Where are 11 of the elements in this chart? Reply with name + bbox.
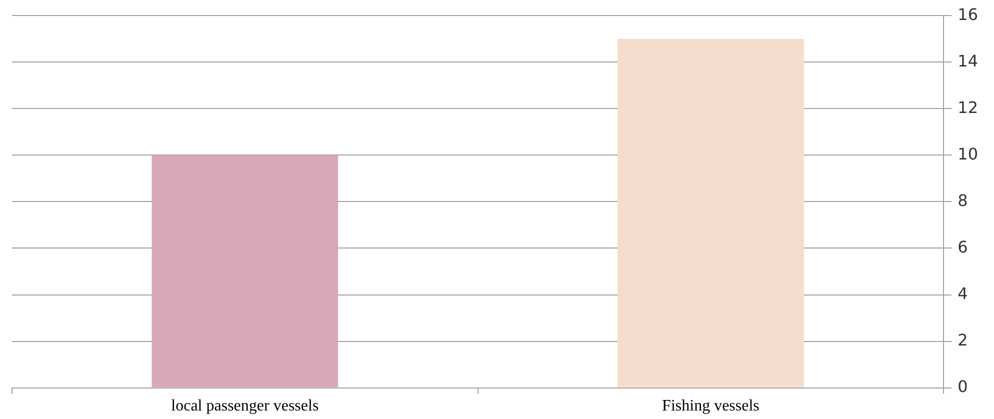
- y-tick-label: 12: [958, 98, 978, 117]
- y-tick-label: 4: [958, 284, 968, 303]
- y-tick-label: 2: [958, 330, 968, 350]
- y-tick-label: 10: [958, 144, 978, 164]
- y-tick-label: 0: [958, 376, 968, 396]
- x-tick-label: local passenger vessels: [171, 398, 319, 415]
- x-tick-label: Fishing vessels: [662, 398, 760, 415]
- y-tick-label: 6: [958, 237, 968, 256]
- y-tick-label: 8: [958, 190, 968, 210]
- y-tick-label: 14: [958, 51, 978, 70]
- y-tick-label: 16: [958, 4, 978, 24]
